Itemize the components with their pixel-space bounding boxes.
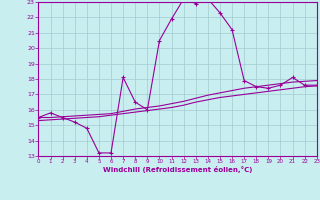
X-axis label: Windchill (Refroidissement éolien,°C): Windchill (Refroidissement éolien,°C) [103, 166, 252, 173]
